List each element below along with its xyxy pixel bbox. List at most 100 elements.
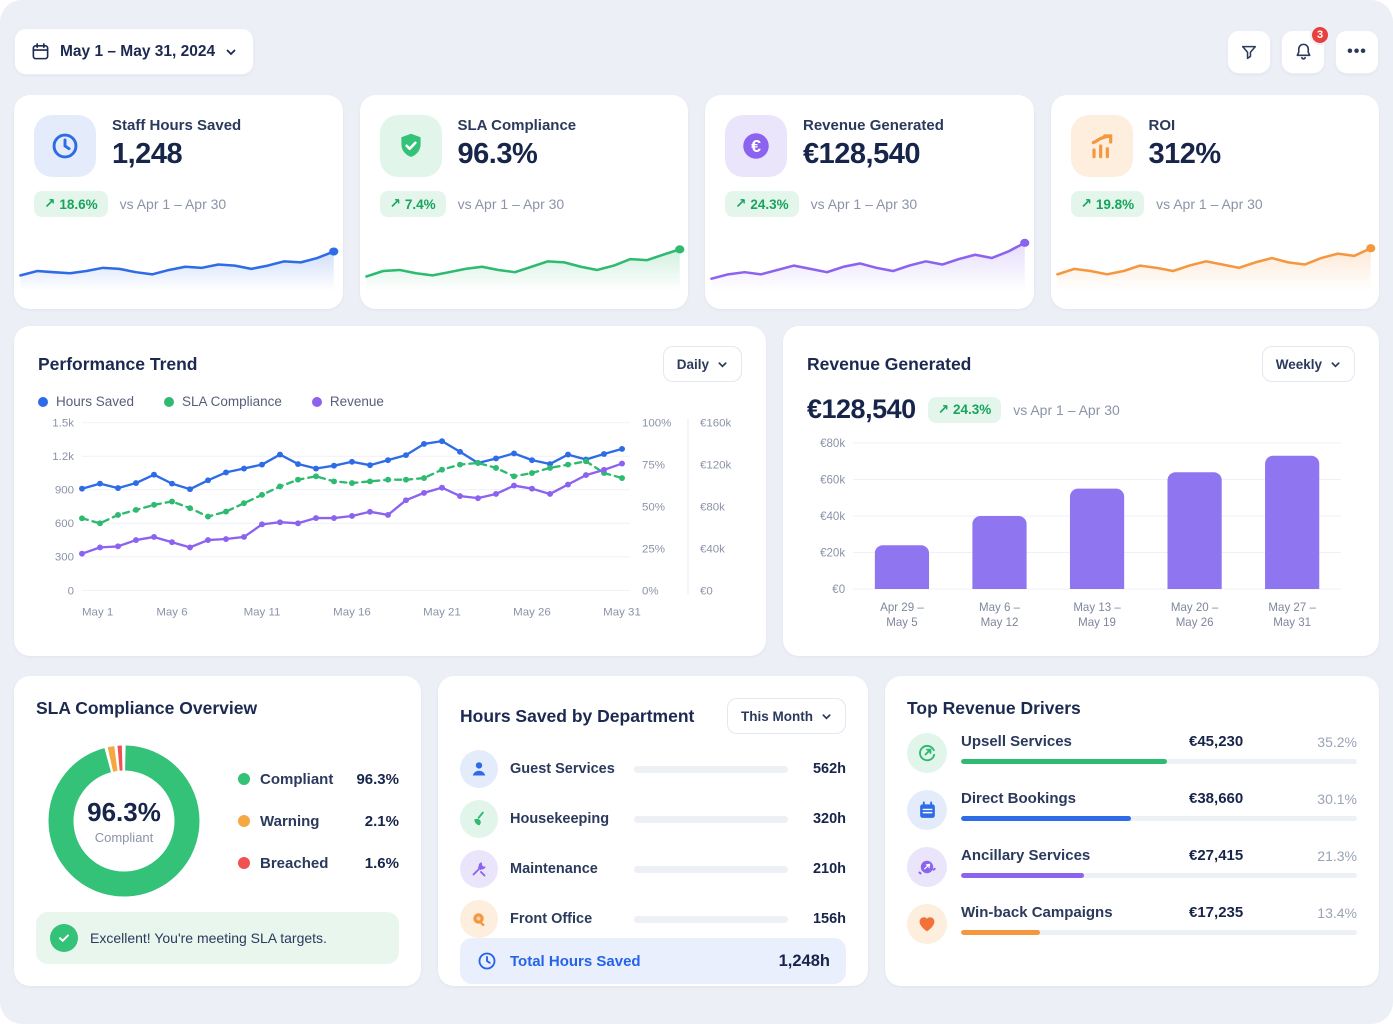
svg-text:May 6 –May 12: May 6 – May 12 (979, 602, 1021, 629)
sla-compliance-overview-panel: SLA Compliance Overview 96.3% Compliant … (14, 676, 421, 986)
svg-text:1.2k: 1.2k (52, 451, 74, 463)
revenue-total-value: €128,540 (807, 394, 916, 424)
svg-text:€20k: €20k (820, 548, 845, 560)
progress-track (961, 930, 1357, 935)
svg-text:€160k: €160k (700, 418, 732, 430)
kpi-title: Revenue Generated (803, 117, 944, 134)
progress-track (961, 873, 1357, 878)
panel-title: Performance Trend (38, 353, 198, 374)
performance-line-chart: 1.5k 1.2k 900 600 300 0 100% 75% 50% 25% 0% €160k €1… (52, 418, 732, 619)
sla-status-banner: Excellent! You're meeting SLA targets. (36, 912, 399, 964)
kpi-value: 312% (1148, 138, 1222, 170)
svg-text:Apr 29 –May 5: Apr 29 – May 5 (880, 602, 924, 629)
chevron-down-icon (822, 713, 831, 720)
driver-row-direct-bookings: Direct Bookings €38,660 30.1% (907, 790, 1357, 830)
kpi-sparkline (364, 245, 684, 291)
svg-text:€80k: €80k (700, 502, 725, 514)
bottom-row: SLA Compliance Overview 96.3% Compliant … (14, 676, 1379, 986)
svg-text:€80k: €80k (820, 438, 845, 450)
dept-row-housekeeping: Housekeeping 320h (460, 800, 846, 838)
date-range-label: May 1 – May 31, 2024 (60, 42, 216, 60)
sla-donut-chart: 96.3% Compliant (36, 733, 212, 909)
legend-dot (311, 396, 322, 407)
progress-track (634, 865, 788, 873)
sla-legend: Compliant 96.3% Warning 2.1% Breached 1.6% (238, 771, 399, 872)
alarm-bell-icon (907, 847, 947, 887)
filter-icon (1241, 45, 1257, 59)
delta-badge: ↗ 18.6% (34, 191, 108, 217)
svg-text:May 1: May 1 (82, 607, 113, 619)
svg-text:€0: €0 (832, 584, 845, 596)
legend-dot (38, 396, 48, 407)
gauge-up-icon (907, 733, 947, 773)
bell-icon (1296, 43, 1310, 60)
trend-up-icon: ↗ (937, 401, 949, 417)
svg-text:€120k: €120k (700, 460, 732, 472)
department-list: Guest Services 562h Housekeeping 320h (460, 750, 846, 938)
svg-text:900: 900 (55, 485, 74, 497)
top-revenue-drivers-panel: Top Revenue Drivers Upsell Services €45,… (885, 676, 1379, 986)
svg-text:May 31: May 31 (603, 607, 641, 619)
delta-badge: ↗ 7.4% (379, 191, 446, 217)
kpi-card-sla-compliance: SLA Compliance 96.3% ↗ 7.4% vs Apr 1 – Ap… (359, 95, 688, 309)
topbar-actions: 3 ••• (1227, 24, 1379, 74)
svg-text:May 16: May 16 (333, 607, 371, 619)
department-range-select[interactable]: This Month (727, 698, 846, 734)
hours-by-department-panel: Hours Saved by Department This Month Gue… (438, 676, 868, 986)
legend-dot (238, 773, 250, 785)
more-button[interactable]: ••• (1335, 29, 1379, 74)
total-hours-value: 1,248h (778, 951, 830, 970)
kpi-row: Staff Hours Saved 1,248 ↗ 18.6% vs Apr 1 … (14, 95, 1379, 309)
svg-text:€0: €0 (700, 585, 713, 597)
sla-legend-warning: Warning 2.1% (238, 813, 399, 830)
svg-text:1.5k: 1.5k (52, 418, 74, 430)
kpi-title: SLA Compliance (457, 117, 577, 134)
svg-text:0: 0 (68, 585, 74, 597)
driver-row-ancillary-services: Ancillary Services €27,415 21.3% (907, 847, 1357, 887)
kpi-sparkline (19, 247, 339, 291)
heart-icon (907, 904, 947, 944)
notifications-button[interactable]: 3 (1281, 24, 1330, 74)
progress-track (634, 915, 788, 923)
topbar: May 1 – May 31, 2024 3 ••• (14, 24, 1379, 75)
svg-text:May 21: May 21 (423, 607, 461, 619)
driver-row-win-back-campaigns: Win-back Campaigns €17,235 13.4% (907, 904, 1357, 944)
legend-dot (238, 857, 250, 869)
progress-fill (961, 873, 1084, 878)
progress-track (634, 765, 788, 773)
svg-text:May 6: May 6 (156, 607, 187, 619)
driver-row-upsell-services: Upsell Services €45,230 35.2% (907, 733, 1357, 773)
svg-text:€60k: €60k (820, 475, 845, 487)
sla-banner-text: Excellent! You're meeting SLA targets. (90, 930, 327, 946)
panel-title: Hours Saved by Department (460, 705, 695, 726)
date-range-picker[interactable]: May 1 – May 31, 2024 (14, 28, 255, 75)
compare-label: vs Apr 1 – Apr 30 (119, 196, 227, 212)
svg-text:May 13 –May 19: May 13 – May 19 (1073, 602, 1121, 629)
progress-track (961, 816, 1357, 821)
compare-label: vs Apr 1 – Apr 30 (810, 196, 918, 212)
svg-text:May 11: May 11 (244, 607, 281, 619)
dept-row-guest-services: Guest Services 562h (460, 750, 846, 788)
panel-title: Revenue Generated (807, 353, 972, 374)
middle-row: Performance Trend Daily Hours Saved SLA … (14, 326, 1379, 656)
legend-item-hours-saved[interactable]: Hours Saved (38, 394, 134, 409)
shield-check-icon (379, 115, 442, 177)
revenue-range-select[interactable]: Weekly (1261, 346, 1355, 382)
person-icon (460, 750, 498, 788)
calendar-icon (907, 790, 947, 830)
donut-center-value: 96.3% (87, 797, 161, 827)
legend-item-sla-compliance[interactable]: SLA Compliance (164, 394, 282, 409)
filter-button[interactable] (1227, 29, 1271, 74)
svg-text:€40k: €40k (820, 511, 845, 523)
svg-text:75%: 75% (642, 460, 665, 472)
kpi-card-roi: ROI 312% ↗ 19.8% vs Apr 1 – Apr 30 (1050, 95, 1379, 309)
legend-item-revenue[interactable]: Revenue (311, 394, 384, 409)
performance-range-select[interactable]: Daily (662, 346, 742, 382)
trend-up-icon: ↗ (389, 196, 401, 211)
dept-row-front-office: Front Office 156h (460, 900, 846, 938)
panel-title: SLA Compliance Overview (36, 698, 258, 718)
svg-text:0%: 0% (642, 585, 659, 597)
compare-label: vs Apr 1 – Apr 30 (457, 196, 565, 212)
compare-label: vs Apr 1 – Apr 30 (1156, 196, 1263, 212)
